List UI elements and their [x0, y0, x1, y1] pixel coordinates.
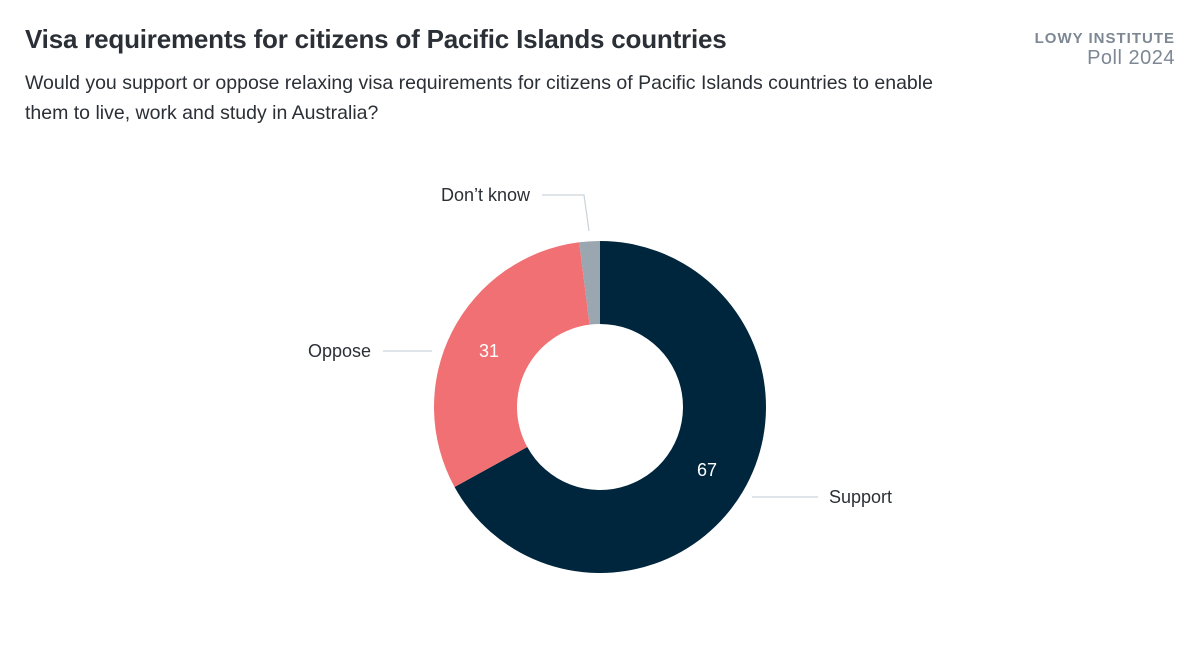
slice-support — [454, 241, 766, 573]
label-dontknow: Don’t know — [441, 185, 531, 205]
slice-dontknow — [579, 241, 600, 325]
leader-line-dontknow — [542, 194, 590, 232]
donut-slices — [434, 241, 766, 573]
value-support: 67 — [697, 460, 717, 480]
slice-oppose — [434, 242, 590, 487]
value-oppose: 31 — [479, 341, 499, 361]
label-oppose: Oppose — [308, 341, 371, 361]
label-support: Support — [829, 487, 892, 507]
brand-poll-year: Poll 2024 — [1087, 47, 1175, 69]
chart-subtitle: Would you support or oppose relaxing vis… — [25, 72, 933, 124]
brand-name: LOWY INSTITUTE — [1034, 30, 1175, 47]
brand-logo: LOWY INSTITUTE Poll 2024 — [1035, 30, 1175, 68]
chart-title: Visa requirements for citizens of Pacifi… — [25, 24, 727, 54]
